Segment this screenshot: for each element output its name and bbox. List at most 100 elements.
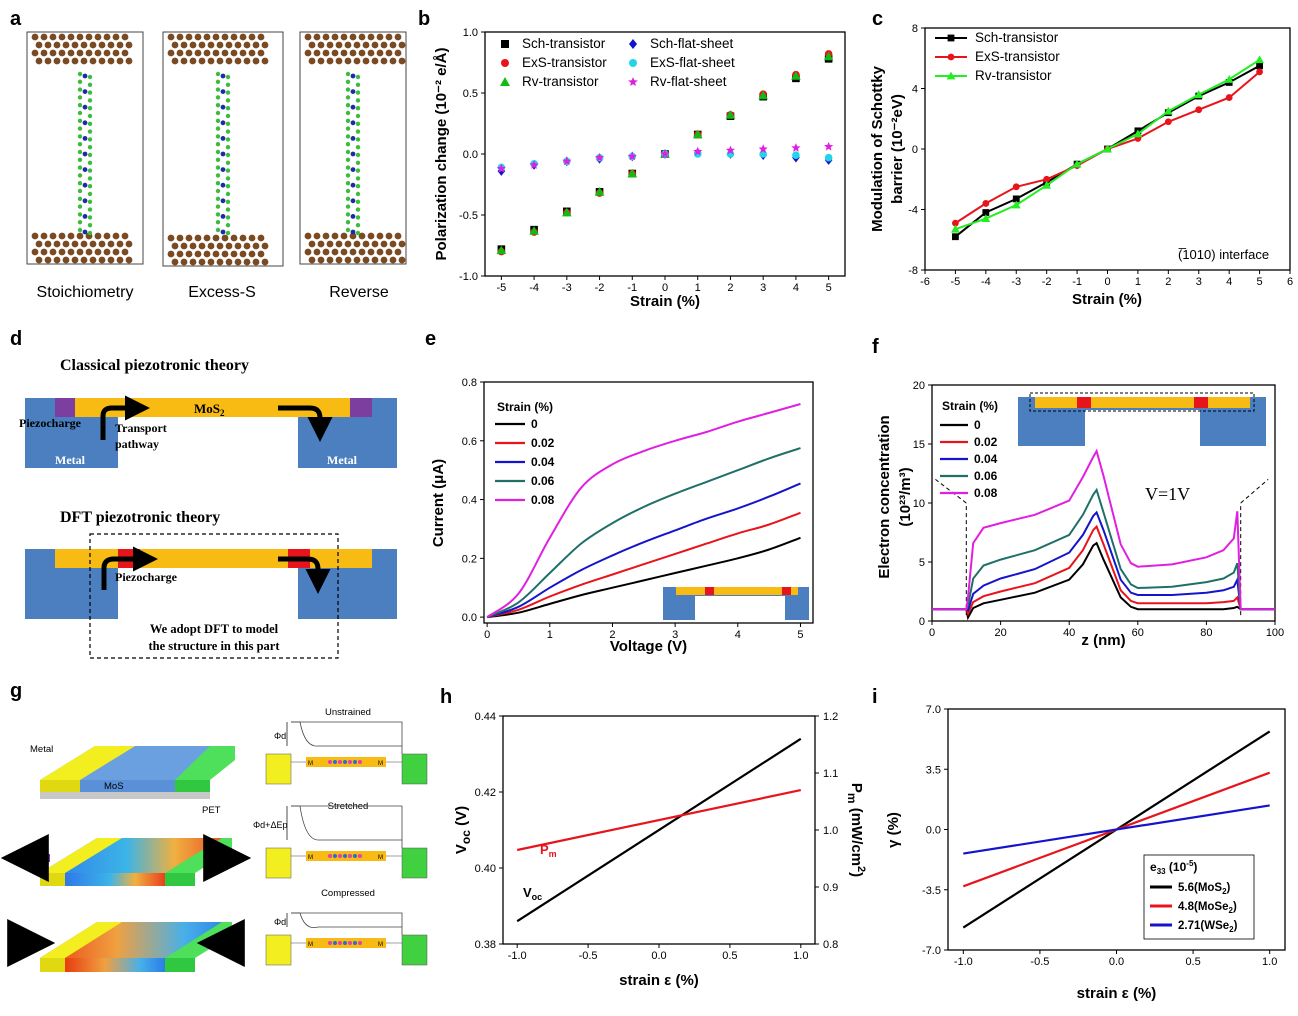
sulfur-atom (77, 212, 83, 217)
f-xlabel: z (nm) (1081, 632, 1125, 649)
panel-letter-i: i (872, 686, 878, 708)
electrode-atom (98, 41, 106, 49)
molybdenum-atom (220, 167, 226, 173)
electrode-atom (76, 49, 84, 57)
electrode-atom (80, 57, 88, 65)
band-atom (358, 760, 362, 764)
molybdenum-atom (220, 151, 226, 157)
b-point (627, 168, 638, 178)
sulfur-atom (87, 215, 93, 220)
electrode-atom (234, 242, 242, 250)
electrode-atom (62, 57, 70, 65)
sulfur-atom (215, 87, 221, 92)
molybdenum-atom (350, 104, 356, 110)
b-ytick-label: -1.0 (459, 271, 478, 283)
electrode-atom (230, 234, 238, 242)
electrode-atom (317, 240, 325, 248)
f-ytick-label: 0 (919, 616, 925, 628)
band-metal-left (265, 753, 292, 785)
f-legend-title: Strain (%) (942, 399, 998, 413)
electrode-atom (71, 240, 79, 248)
pet-substrate-1 (40, 792, 210, 799)
electrode-atom (44, 240, 52, 248)
sulfur-atom (87, 230, 93, 236)
electrode-atom (98, 57, 106, 65)
b-point (758, 90, 768, 100)
electrode-atom (94, 232, 102, 240)
band-title: Unstrained (325, 707, 371, 718)
transport-arrow-right (278, 405, 333, 442)
c-point (1012, 195, 1020, 203)
c-xlabel: Strain (%) (1072, 291, 1142, 308)
b-legend-marker (629, 39, 637, 49)
molybdenum-atom (350, 89, 356, 94)
electrode-atom (189, 258, 197, 266)
electrode-atom (230, 250, 238, 258)
e-series-line (486, 511, 801, 619)
piezocharge-label: Piezocharge (19, 416, 82, 430)
electrode-atom (31, 49, 39, 57)
electrode-atom (185, 33, 193, 41)
sulfur-atom (87, 168, 93, 173)
electrode-atom (252, 41, 260, 49)
electrode-atom (344, 41, 352, 49)
metal-right-front-1 (175, 780, 210, 792)
c-xtick-label: 4 (1226, 276, 1232, 288)
electrode-atom (112, 232, 120, 240)
electrode-atom (340, 232, 348, 240)
electrode-atom (194, 234, 202, 242)
b-xtick-label: 3 (760, 282, 766, 294)
c-xtick-label: -2 (1042, 276, 1052, 288)
molybdenum-atom (220, 136, 226, 141)
electrode-atom (261, 41, 269, 49)
electrode-atom (239, 234, 247, 242)
sulfur-atom (355, 199, 361, 204)
c-xtick-label: -3 (1011, 276, 1021, 288)
panel-d-piezotronic-schematic: Classical piezotronic theory MoS2 Piezoc… (19, 357, 397, 659)
e-series-line (486, 536, 801, 619)
electrode-atom (203, 234, 211, 242)
molybdenum-atom (82, 167, 88, 173)
electrode-atom (257, 49, 265, 57)
electrode-atom (394, 33, 402, 41)
sulfur-atom (87, 160, 93, 165)
molybdenum-atom (82, 198, 88, 204)
i-ytick-label: 0.0 (926, 825, 941, 837)
electrode-atom (322, 49, 330, 57)
sulfur-atom (77, 95, 83, 100)
electrode-atom (398, 57, 406, 65)
sulfur-atom (77, 79, 83, 85)
structure-label: Stoichiometry (37, 284, 134, 301)
molybdenum-atom (220, 73, 226, 79)
sulfur-atom (225, 145, 231, 150)
electrode-atom (212, 49, 220, 57)
b-point (562, 156, 572, 166)
electrode-atom (389, 256, 397, 264)
sulfur-atom (345, 95, 351, 100)
b-point (562, 207, 572, 217)
electrode-atom (367, 33, 375, 41)
sulfur-atom (345, 196, 351, 201)
electrode-atom (121, 49, 129, 57)
molybdenum-atom (220, 120, 226, 126)
transport-arrow-left (100, 395, 150, 440)
sulfur-atom (345, 126, 351, 131)
electrode-atom (212, 250, 220, 258)
panel-b-polarization-chart: -5 -4 -3 -2 -1 0 1 2 3 4 5 -1.0 -0.5 0.0 0.5 1.0 Strain … (433, 27, 846, 310)
sulfur-atom (77, 173, 83, 178)
electrode-atom (207, 57, 215, 65)
electrode-atom (380, 240, 388, 248)
f-xtick-label: 0 (929, 627, 935, 639)
electrode-atom (216, 57, 224, 65)
sulfur-atom (87, 113, 93, 119)
metal-right-front-3 (165, 958, 195, 972)
band-phi-label: Φd (274, 917, 286, 927)
sulfur-atom (225, 129, 231, 134)
e-xtick-label: 5 (797, 629, 803, 641)
b-point (594, 187, 605, 196)
b-legend-marker (628, 77, 638, 86)
electrode-atom (167, 49, 175, 57)
metal-right-front-2 (165, 873, 195, 886)
f-inset-gap (1085, 410, 1200, 446)
electrode-atom (380, 256, 388, 264)
